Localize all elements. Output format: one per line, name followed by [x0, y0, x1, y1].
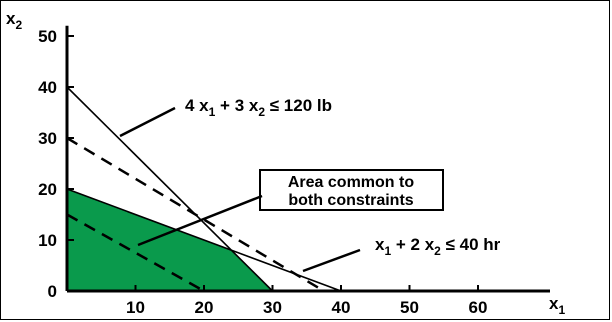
constraint1-label: 4 x1 + 3 x2 ≤ 120 lb [185, 96, 332, 119]
x-tick-label: 30 [263, 298, 282, 317]
annotation-box [259, 169, 444, 211]
annotation-line-2: both constraints [288, 192, 413, 209]
y-tick-label: 20 [38, 180, 57, 199]
constraint1-pointer [119, 106, 176, 138]
axis-ticks: 10 20 30 40 50 60 0 10 20 30 40 50 [38, 27, 487, 317]
constraint-lines [66, 86, 342, 293]
annotation-line-1: Area common to [288, 174, 414, 191]
y-axis-label: x2 [6, 9, 22, 32]
x-tick-label: 60 [469, 298, 488, 317]
y-tick-label: 40 [38, 78, 57, 97]
series-line-4 [66, 213, 205, 293]
x-axis-label: x1 [549, 294, 565, 317]
x-tick-label: 40 [332, 298, 351, 317]
constraint2-pointer [302, 248, 361, 273]
x-tick-label: 10 [126, 298, 145, 317]
y-tick-label: 0 [48, 282, 57, 301]
feasible-region [67, 189, 273, 291]
y-tick-label: 10 [38, 231, 57, 250]
x-tick-label: 50 [400, 298, 419, 317]
series-line-3 [66, 136, 325, 293]
annotation-pointer [137, 194, 263, 247]
series-line-1 [66, 86, 274, 292]
x-tick-label: 20 [195, 298, 214, 317]
constraint2-label: x1 + 2 x2 ≤ 40 hr [375, 235, 501, 258]
y-tick-label: 50 [38, 27, 57, 46]
y-tick-label: 30 [38, 129, 57, 148]
